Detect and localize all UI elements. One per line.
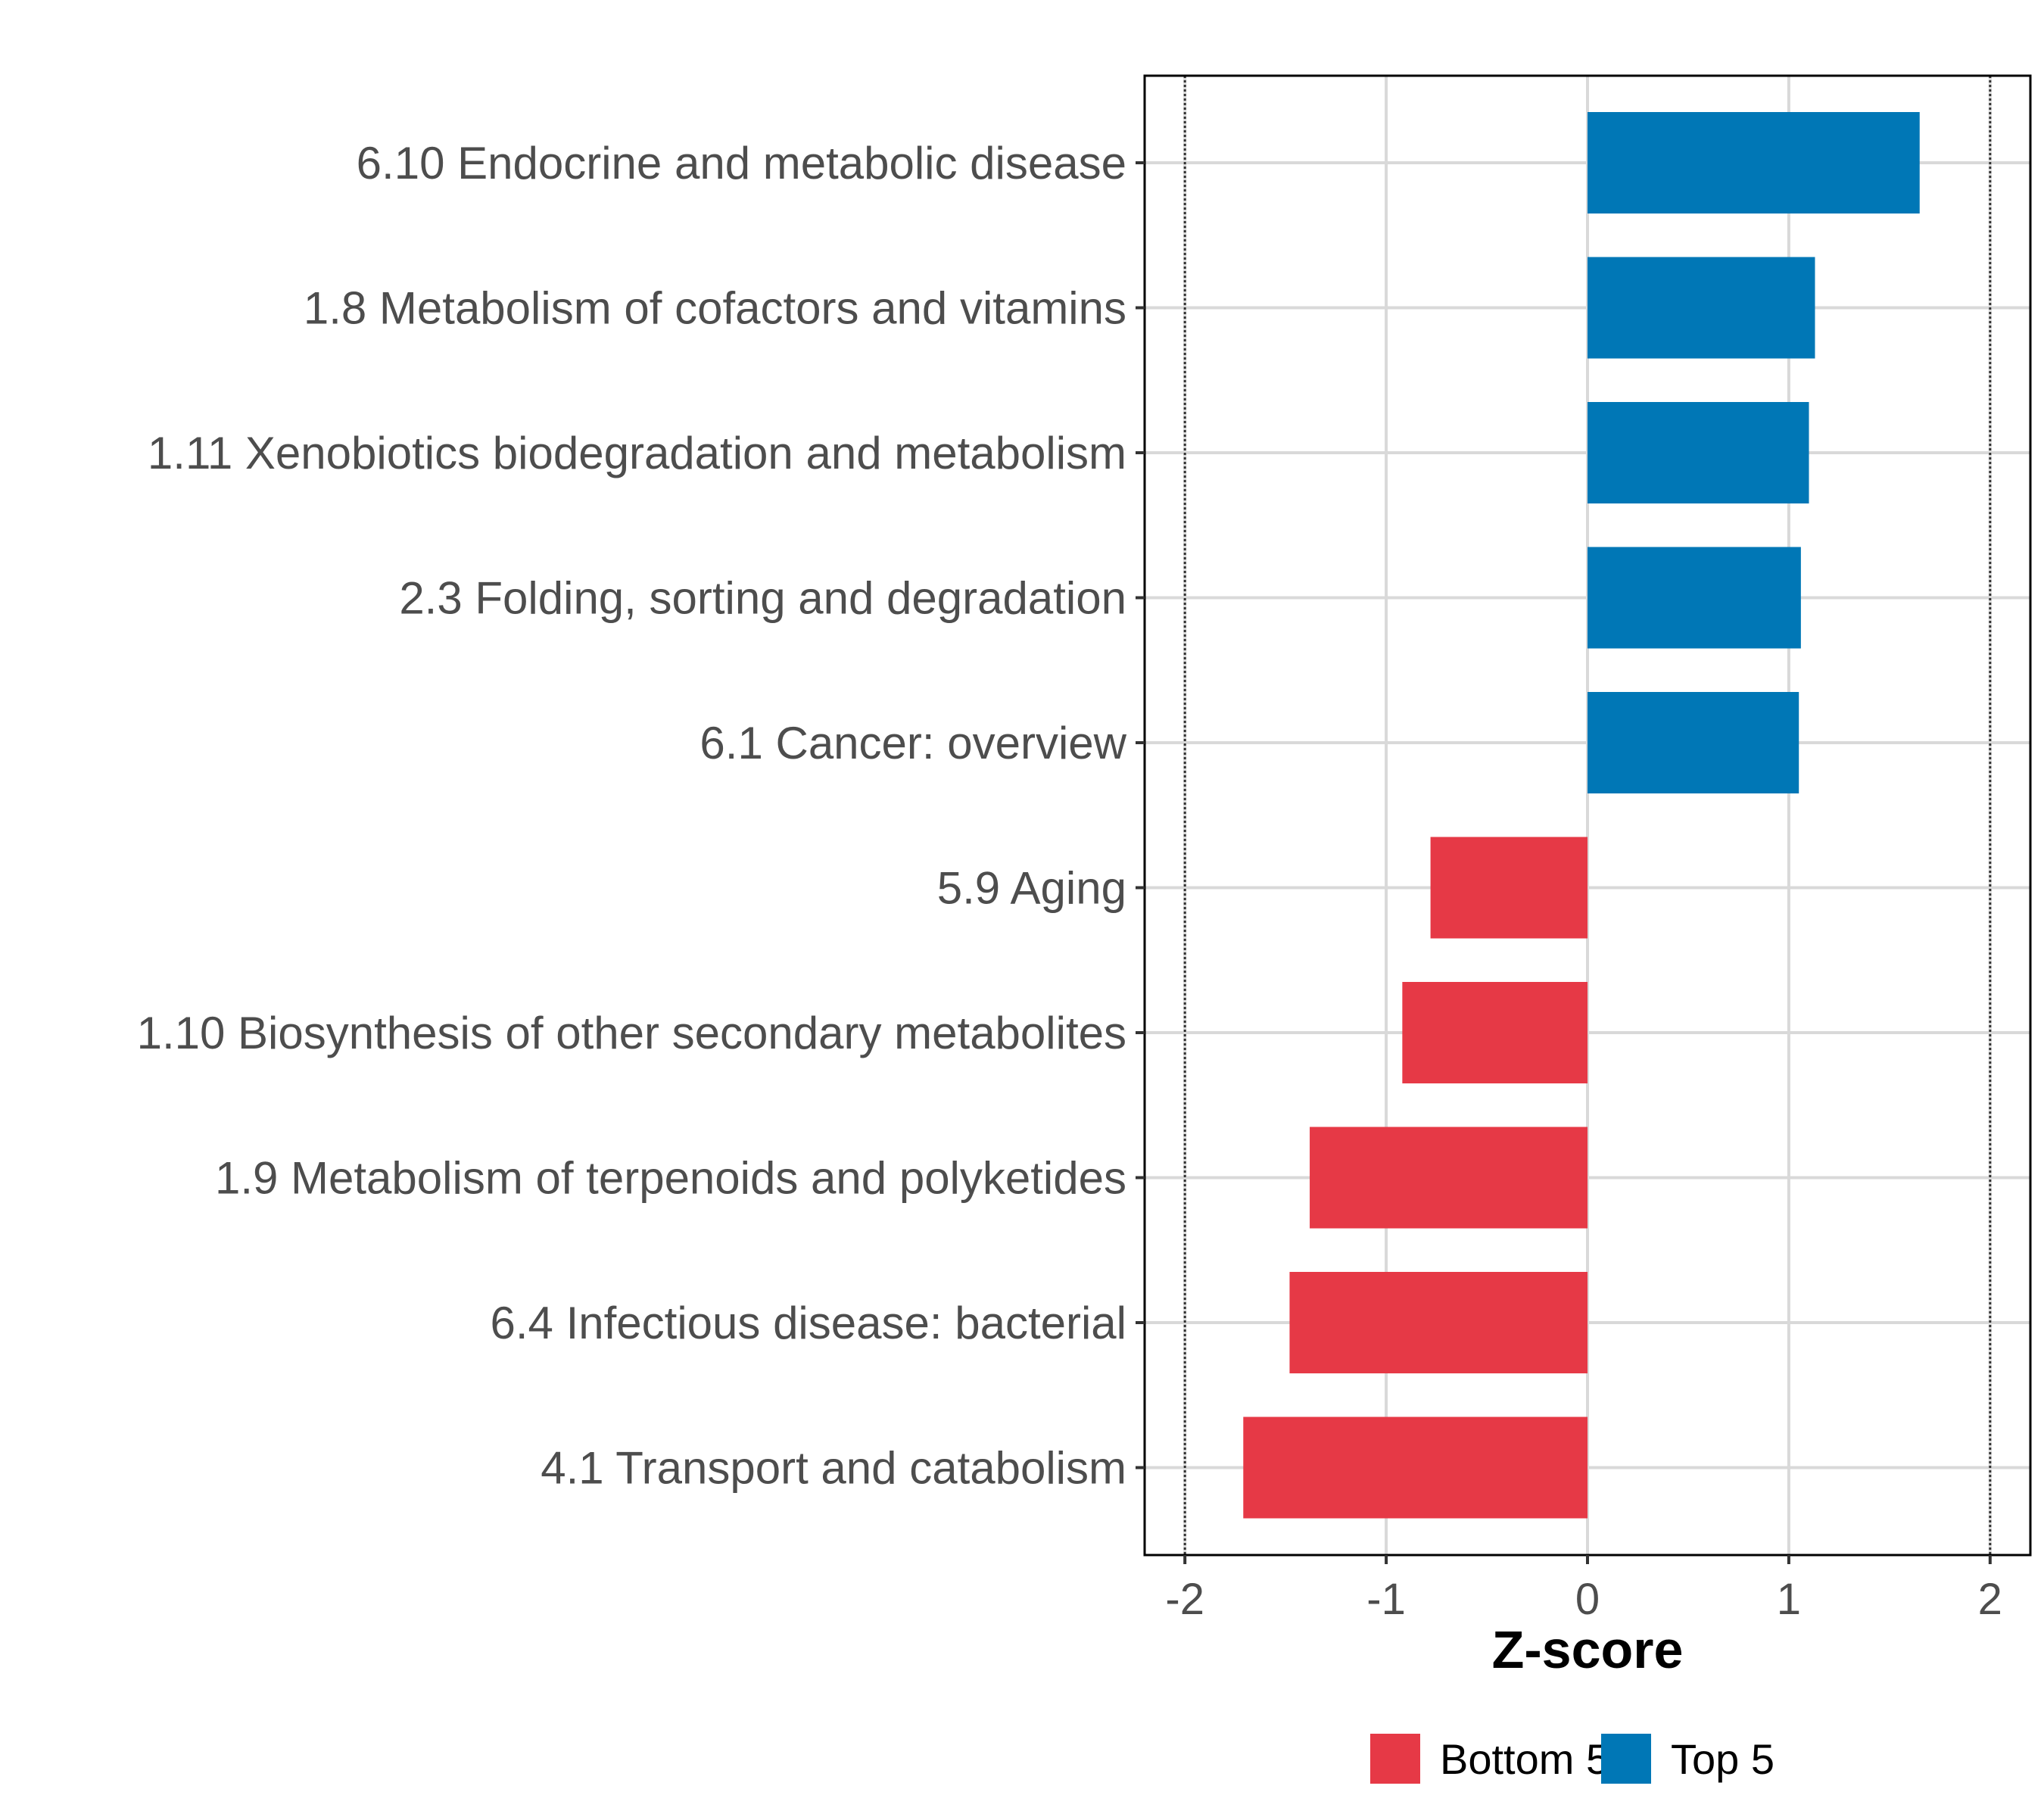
- category-label: 1.10 Biosynthesis of other secondary met…: [137, 1008, 1126, 1058]
- bar-3: [1588, 402, 1809, 503]
- x-tick-label: 1: [1777, 1575, 1801, 1624]
- bar-8: [1310, 1127, 1588, 1229]
- x-tick-label: 2: [1978, 1575, 2002, 1624]
- y-axis: 6.10 Endocrine and metabolic disease 1.8 …: [137, 138, 1145, 1494]
- bar-9: [1289, 1272, 1588, 1373]
- reference-lines: [1183, 76, 1992, 1555]
- bars: [1243, 112, 1920, 1519]
- category-label: 1.9 Metabolism of terpenoids and polyket…: [215, 1153, 1126, 1204]
- x-axis: -2 -1 0 1 2: [1165, 1555, 2002, 1624]
- bar-2: [1588, 257, 1815, 359]
- category-label: 2.3 Folding, sorting and degradation: [399, 573, 1126, 624]
- legend-swatch: [1370, 1734, 1420, 1784]
- bar-6: [1430, 837, 1588, 939]
- legend-label: Bottom 5: [1440, 1735, 1609, 1783]
- category-label: 6.1 Cancer: overview: [700, 718, 1126, 768]
- bar-10: [1243, 1417, 1588, 1519]
- bar-1: [1588, 112, 1920, 213]
- x-tick-label: -1: [1366, 1575, 1406, 1624]
- bar-7: [1402, 982, 1588, 1083]
- category-label: 6.4 Infectious disease: bacterial: [491, 1298, 1127, 1348]
- x-axis-title: Z-score: [1492, 1620, 1684, 1679]
- category-label: 1.11 Xenobiotics biodegradation and meta…: [148, 428, 1126, 478]
- category-label: 5.9 Aging: [937, 863, 1126, 914]
- category-label: 1.8 Metabolism of cofactors and vitamins: [304, 283, 1126, 334]
- legend-swatch: [1601, 1734, 1651, 1784]
- bar-4: [1588, 547, 1801, 649]
- category-label: 6.10 Endocrine and metabolic disease: [357, 138, 1126, 189]
- legend-label: Top 5: [1671, 1735, 1774, 1783]
- category-label: 4.1 Transport and catabolism: [541, 1443, 1126, 1494]
- bar-5: [1588, 692, 1799, 793]
- legend: Bottom 5 Top 5: [1370, 1734, 1774, 1784]
- x-tick-label: 0: [1575, 1575, 1600, 1624]
- x-tick-label: -2: [1165, 1575, 1204, 1624]
